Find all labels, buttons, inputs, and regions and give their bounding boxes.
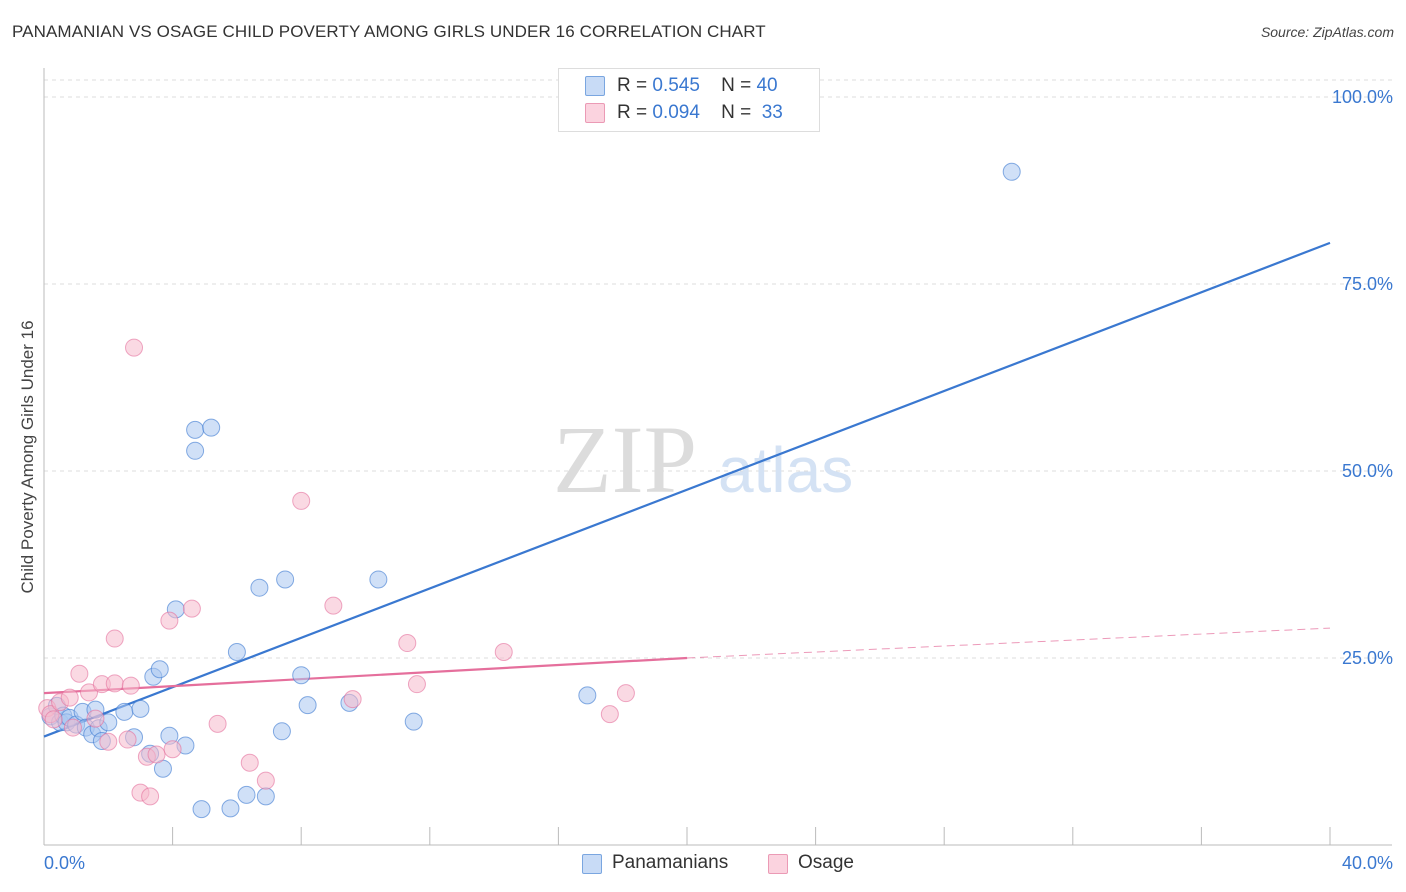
panamanians-point — [1002, 162, 1021, 181]
grid-lines — [44, 79, 1392, 659]
r-label: R = — [617, 75, 648, 96]
panamanians-point — [237, 785, 256, 804]
osage-trend-extension — [686, 627, 1331, 659]
osage-point — [141, 787, 160, 806]
osage-point — [494, 643, 513, 662]
n-label: N = — [721, 102, 752, 123]
stats-legend: R = 0.545 N = 40 R = 0.094 N = 33 — [558, 68, 820, 132]
osage-point — [616, 684, 635, 703]
x-tick-label: 40.0% — [1342, 853, 1393, 873]
panamanians-point — [227, 643, 246, 662]
osage-point — [163, 740, 182, 759]
panamanians-point — [186, 441, 205, 460]
osage-trend-line — [43, 656, 688, 695]
osage-point — [70, 664, 89, 683]
data-points — [38, 162, 1021, 819]
osage-point — [600, 705, 619, 724]
osage-point — [292, 491, 311, 510]
osage-point — [256, 771, 275, 790]
panamanians-point — [276, 570, 295, 589]
osage-point — [240, 753, 259, 772]
panamanians-legend-swatch — [582, 854, 602, 874]
osage-point — [182, 599, 201, 618]
panamanians-point — [298, 696, 317, 715]
osage-point — [86, 709, 105, 728]
osage-point — [105, 629, 124, 648]
r-value: 0.094 — [652, 102, 700, 123]
osage-point — [160, 611, 179, 630]
osage-point — [99, 732, 118, 751]
panamanians-point — [186, 420, 205, 439]
osage-point — [407, 675, 426, 694]
panamanians-point — [131, 699, 150, 718]
osage-point — [60, 688, 79, 707]
y-tick-label: 75.0% — [1342, 274, 1393, 294]
osage-point — [63, 718, 82, 737]
osage-point — [118, 730, 137, 749]
panamanians-point — [150, 660, 169, 679]
osage-point — [324, 596, 343, 615]
legend-label: Osage — [798, 852, 854, 873]
n-label: N = — [721, 75, 752, 96]
panamanians-point — [404, 712, 423, 731]
n-value: 40 — [756, 75, 778, 96]
panamanians-point — [256, 787, 275, 806]
osage-point — [44, 710, 63, 729]
watermark-zip: ZIP — [553, 406, 697, 513]
x-tick-label: 0.0% — [44, 853, 85, 873]
osage-legend-swatch — [768, 854, 788, 874]
y-tick-label: 100.0% — [1332, 87, 1393, 107]
panamanians-point — [578, 686, 597, 705]
tick-labels: 100.0% 75.0% 50.0% 25.0% 0.0% 40.0% — [44, 87, 1393, 873]
legend-label: Panamanians — [612, 852, 729, 873]
osage-point — [208, 714, 227, 733]
osage-point — [105, 674, 124, 693]
y-tick-label: 50.0% — [1342, 461, 1393, 481]
osage-point — [147, 745, 166, 764]
osage-point — [398, 634, 417, 653]
osage-swatch — [585, 103, 605, 123]
osage-point — [80, 683, 99, 702]
source-label: Source: ZipAtlas.com — [1260, 24, 1394, 40]
r-value: 0.545 — [652, 75, 700, 96]
panamanians-point — [369, 570, 388, 589]
panamanians-swatch — [585, 76, 605, 96]
panamanians-point — [202, 418, 221, 437]
osage-point — [121, 676, 140, 695]
n-value: 33 — [761, 102, 783, 123]
panamanians-trend-line — [43, 241, 1331, 738]
osage-point — [343, 690, 362, 709]
osage-point — [125, 338, 144, 357]
watermark: ZIP atlas — [553, 406, 853, 513]
panamanians-point — [115, 702, 134, 721]
chart-title: PANAMANIAN VS OSAGE CHILD POVERTY AMONG … — [12, 22, 766, 41]
panamanians-point — [192, 800, 211, 819]
panamanians-point — [272, 722, 291, 741]
y-tick-label: 25.0% — [1342, 648, 1393, 668]
trend-lines — [43, 241, 1331, 738]
r-label: R = — [617, 102, 648, 123]
panamanians-point — [292, 666, 311, 685]
panamanians-point — [221, 799, 240, 818]
panamanians-point — [250, 578, 269, 597]
